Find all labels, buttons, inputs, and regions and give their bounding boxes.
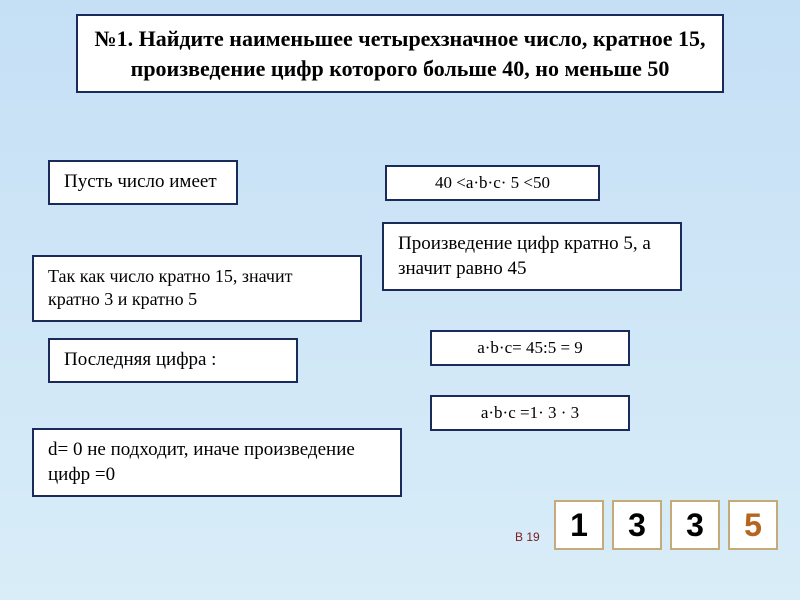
answer-digit-3: 3 — [670, 500, 720, 550]
problem-title: №1. Найдите наименьшее четырехзначное чи… — [76, 14, 724, 93]
let-number-box: Пусть число имеет — [48, 160, 238, 205]
answer-digit-4: 5 — [728, 500, 778, 550]
product-digits-box: Произведение цифр кратно 5, а значит рав… — [382, 222, 682, 291]
inequality-box: 40 <a·b·c· 5 <50 — [385, 165, 600, 201]
b19-label: В 19 — [515, 530, 540, 544]
multiple-15-box: Так как число кратно 15, значит кратно 3… — [32, 255, 362, 322]
d-zero-box: d= 0 не подходит, иначе произведение циф… — [32, 428, 402, 497]
answer-digit-2: 3 — [612, 500, 662, 550]
last-digit-box: Последняя цифра : — [48, 338, 298, 383]
answer-digit-1: 1 — [554, 500, 604, 550]
formula-abc-9: a·b·c= 45:5 = 9 — [430, 330, 630, 366]
formula-abc-133: a·b·c =1· 3 · 3 — [430, 395, 630, 431]
